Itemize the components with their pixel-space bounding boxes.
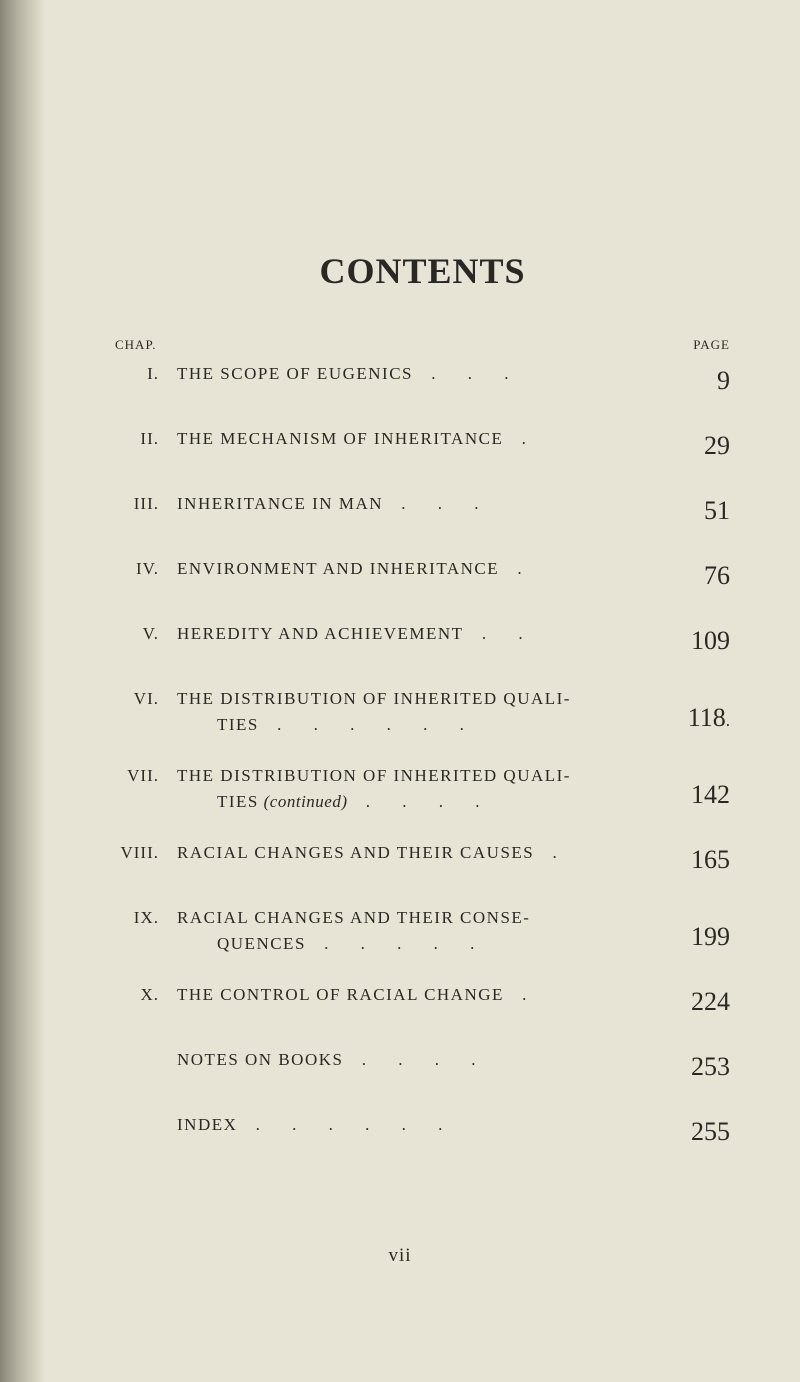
toc-entry: VIII. RACIAL CHANGES AND THEIR CAUSES . … [115,840,730,879]
contents-title: CONTENTS [115,250,730,292]
toc-list: I. THE SCOPE OF EUGENICS . . . 9 II. THE… [115,361,730,1151]
chap-num: IX. [115,905,177,931]
page-num: 142 [660,775,730,814]
page-num: 51 [660,491,730,530]
folio: vii [0,1245,800,1267]
page-num: 29 [660,426,730,465]
chap-num: IV. [115,556,177,582]
chap-title: NOTES ON BOOKS . . . . [177,1047,660,1073]
chap-title: RACIAL CHANGES AND THEIR CONSE- QUENCES … [177,905,660,956]
page-num: 109 [660,621,730,660]
header-chap-label: CHAP. [115,337,157,353]
toc-entry: V. HEREDITY AND ACHIEVEMENT . . 109 [115,621,730,660]
page-num: 253 [660,1047,730,1086]
chap-num: V. [115,621,177,647]
chap-title: THE DISTRIBUTION OF INHERITED QUALI- TIE… [177,763,660,814]
chap-num: III. [115,491,177,517]
chap-title: HEREDITY AND ACHIEVEMENT . . [177,621,660,647]
toc-entry: INDEX . . . . . . 255 [115,1112,730,1151]
page-num: 199 [660,917,730,956]
chap-title: THE MECHANISM OF INHERITANCE . [177,426,660,452]
chap-title: ENVIRONMENT AND INHERITANCE . [177,556,660,582]
toc-entry: VII. THE DISTRIBUTION OF INHERITED QUALI… [115,763,730,814]
page-num: 118. [660,698,730,737]
page-num: 76 [660,556,730,595]
toc-entry: I. THE SCOPE OF EUGENICS . . . 9 [115,361,730,400]
chap-num: VI. [115,686,177,712]
chap-title: INDEX . . . . . . [177,1112,660,1138]
page-num: 224 [660,982,730,1021]
toc-entry: III. INHERITANCE IN MAN . . . 51 [115,491,730,530]
chap-num: X. [115,982,177,1008]
toc-entry: X. THE CONTROL OF RACIAL CHANGE . 224 [115,982,730,1021]
toc-entry: VI. THE DISTRIBUTION OF INHERITED QUALI-… [115,686,730,737]
page-num: 9 [660,361,730,400]
chap-title: THE CONTROL OF RACIAL CHANGE . [177,982,660,1008]
toc-header-row: CHAP. PAGE [115,337,730,353]
chap-title: INHERITANCE IN MAN . . . [177,491,660,517]
toc-entry: IX. RACIAL CHANGES AND THEIR CONSE- QUEN… [115,905,730,956]
chap-title: RACIAL CHANGES AND THEIR CAUSES . [177,840,660,866]
chap-num: II. [115,426,177,452]
toc-entry: IV. ENVIRONMENT AND INHERITANCE . 76 [115,556,730,595]
toc-entry: NOTES ON BOOKS . . . . 253 [115,1047,730,1086]
chap-title: THE SCOPE OF EUGENICS . . . [177,361,660,387]
toc-entry: II. THE MECHANISM OF INHERITANCE . 29 [115,426,730,465]
chap-num: VIII. [115,840,177,866]
chap-num: I. [115,361,177,387]
page-content: CONTENTS CHAP. PAGE I. THE SCOPE OF EUGE… [0,0,800,1151]
page-num: 255 [660,1112,730,1151]
chap-num: VII. [115,763,177,789]
header-page-label: PAGE [693,337,730,353]
chap-title: THE DISTRIBUTION OF INHERITED QUALI- TIE… [177,686,660,737]
page-num: 165 [660,840,730,879]
